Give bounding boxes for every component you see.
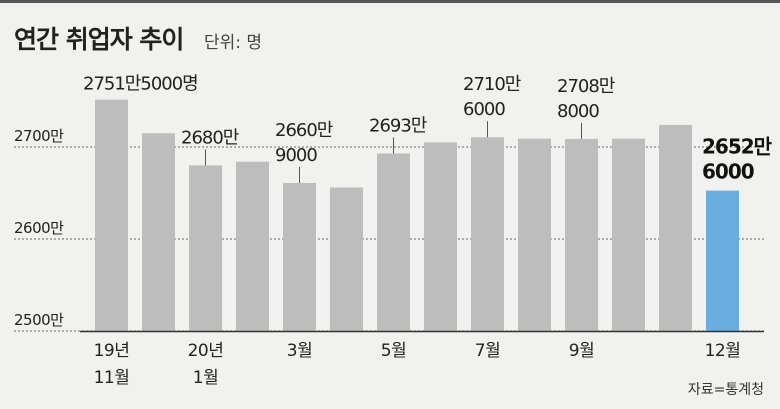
chart-title: 연간 취업자 추이: [14, 25, 184, 54]
title-rule: [0, 0, 780, 3]
bar: [283, 182, 316, 331]
x-tick-label: 9월: [569, 341, 594, 361]
data-label: 2652만: [702, 135, 773, 159]
x-tick-label: 19년: [94, 341, 130, 361]
bar: [330, 187, 363, 331]
data-label: 8000: [557, 101, 599, 122]
bar: [236, 161, 269, 331]
data-label: 6000: [463, 99, 505, 120]
data-label: 2693만: [369, 115, 427, 136]
y-tick-label: 2600만: [14, 219, 64, 237]
bar: [142, 133, 175, 331]
bar: [518, 138, 551, 331]
bar: [612, 138, 645, 331]
x-tick-label: 3월: [287, 341, 312, 361]
x-tick-label: 1월: [193, 368, 218, 388]
data-label: 2751만5000명: [83, 74, 198, 95]
x-tick-label: 11월: [94, 368, 130, 388]
bar: [471, 137, 504, 331]
y-tick-label: 2700만: [14, 127, 64, 145]
bar: [565, 138, 598, 331]
data-label: 2660만: [275, 120, 333, 141]
bar: [706, 190, 739, 331]
bar: [424, 142, 457, 331]
unit-label: 단위: 명: [204, 33, 263, 53]
bar: [659, 124, 692, 331]
data-label: 6000: [702, 160, 754, 184]
x-tick-label: 7월: [475, 341, 500, 361]
bar: [189, 165, 222, 331]
source-label: 자료=통계청: [687, 382, 764, 398]
bar: [377, 153, 410, 331]
y-tick-label: 2500만: [14, 311, 64, 329]
data-label: 2710만: [463, 74, 521, 95]
data-label: 2708만: [557, 76, 615, 97]
x-tick-label: 12월: [705, 341, 741, 361]
x-tick-label: 5월: [381, 341, 406, 361]
x-tick-label: 20년: [188, 341, 224, 361]
data-label: 9000: [275, 145, 317, 166]
bar: [95, 99, 128, 332]
data-label: 2680만: [181, 127, 239, 148]
